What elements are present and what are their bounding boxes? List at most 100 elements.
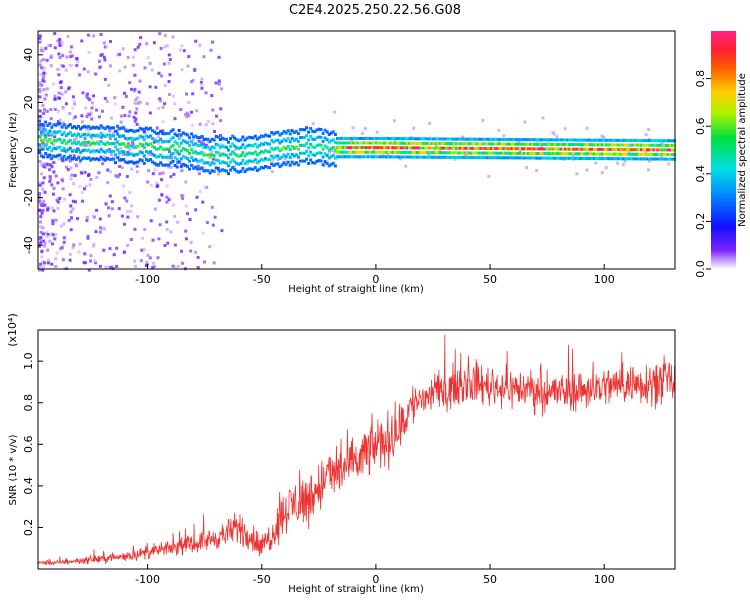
spectrogram-signal-cell xyxy=(87,156,91,160)
spectrogram-signal-cell xyxy=(631,148,635,152)
spectrogram-signal-cell xyxy=(403,155,407,159)
spectrogram-noise-cell xyxy=(38,160,42,163)
spectrogram-signal-cell xyxy=(375,137,378,140)
spectrogram-signal-cell xyxy=(662,148,666,152)
spectrogram-signal-cell xyxy=(576,138,580,142)
spectrogram-signal-cell xyxy=(385,155,389,159)
spectrogram-noise-cell xyxy=(65,165,68,169)
spectrogram-signal-cell xyxy=(286,145,290,148)
spectrogram-signal-cell xyxy=(434,155,438,159)
spectrogram-signal-cell xyxy=(617,157,621,161)
spectrogram-noise-cell xyxy=(113,102,117,106)
spectrogram-noise-cell xyxy=(211,157,215,161)
spectrogram-signal-cell xyxy=(216,159,220,163)
spectrogram-signal-cell xyxy=(251,167,255,171)
spectrogram-noise-cell xyxy=(148,61,152,65)
colorbar-ticks: 0.00.20.40.60.8 xyxy=(694,70,711,278)
spectrogram-noise-cell xyxy=(169,175,173,179)
spectrogram-signal-cell xyxy=(305,142,309,145)
spectrogram-signal-cell xyxy=(317,159,321,163)
spectrogram-noise-cell xyxy=(84,106,88,110)
spectrogram-signal-cell xyxy=(613,138,617,142)
spectrogram-noise-cell xyxy=(49,64,53,68)
spectrogram-signal-cell xyxy=(636,148,639,152)
spectrogram-signal-cell xyxy=(126,137,130,141)
spectrogram-signal-cell xyxy=(547,152,551,156)
spectrogram-signal-cell xyxy=(157,155,161,159)
spectrogram-signal-cell xyxy=(227,140,230,144)
spectrogram-noise-cell xyxy=(188,139,192,143)
spectrogram-signal-cell xyxy=(358,155,362,159)
spectrogram-signal-cell xyxy=(500,156,504,160)
spectrogram-noise-cell xyxy=(39,72,43,76)
spectrogram-noise-cell xyxy=(78,73,82,77)
spectrogram-signal-cell xyxy=(407,137,411,141)
spectrogram-signal-cell xyxy=(547,142,551,146)
spectrogram-noise-cell xyxy=(38,199,42,203)
spectrogram-noise-cell xyxy=(161,129,165,133)
spectrogram-signal-cell xyxy=(562,138,565,142)
spectrogram-noise-cell xyxy=(427,152,431,156)
spectrogram-noise-cell xyxy=(667,162,671,166)
spectrogram-signal-cell xyxy=(171,128,175,132)
spectrogram-noise-cell xyxy=(74,137,78,141)
spectrogram-signal-cell xyxy=(151,152,154,156)
spectrogram-signal-cell xyxy=(175,134,179,138)
spectrogram-noise-cell xyxy=(80,114,84,118)
spectrogram-signal-cell xyxy=(469,156,473,159)
spectrogram-signal-cell xyxy=(317,127,321,131)
spectrogram-noise-cell xyxy=(58,118,62,122)
spectrogram-signal-cell xyxy=(253,142,257,146)
spectrogram-signal-cell xyxy=(75,157,78,161)
spectrogram-noise-cell xyxy=(71,246,75,249)
spectrogram-noise-cell xyxy=(43,190,47,194)
spectrogram-signal-cell xyxy=(130,129,134,132)
spectrogram-noise-cell xyxy=(196,164,200,168)
spectrogram-noise-cell xyxy=(78,242,82,246)
spectrogram-signal-cell xyxy=(257,151,261,155)
spectrogram-signal-cell xyxy=(366,137,370,140)
spectrogram-signal-cell xyxy=(547,147,551,151)
spectrogram-signal-cell xyxy=(222,145,226,149)
spectrogram-signal-cell xyxy=(525,147,528,151)
spectrogram-signal-cell xyxy=(648,148,652,152)
spectrogram-signal-cell xyxy=(436,151,440,155)
spectrogram-signal-cell xyxy=(329,131,333,135)
spectrogram-signal-cell xyxy=(331,161,335,165)
spectrogram-signal-cell xyxy=(436,155,440,159)
spectrogram-signal-cell xyxy=(278,149,282,153)
spectrogram-signal-cell xyxy=(134,145,138,149)
spectrogram-signal-cell xyxy=(590,138,594,142)
spectrogram-noise-cell xyxy=(61,92,65,96)
spectrogram-noise-cell xyxy=(185,92,189,96)
spectrogram-signal-cell xyxy=(629,143,633,147)
spectrogram-noise-cell xyxy=(123,196,127,200)
spectrogram-signal-cell xyxy=(625,148,629,152)
spectrogram-signal-cell xyxy=(412,137,415,141)
spectrogram-signal-cell xyxy=(389,150,393,154)
spectrogram-signal-cell xyxy=(590,147,594,151)
spectrogram-signal-cell xyxy=(596,138,600,142)
spectrogram-signal-cell xyxy=(58,130,62,133)
spectrogram-signal-cell xyxy=(286,160,290,164)
spectrogram-signal-cell xyxy=(138,142,142,146)
spectrogram-signal-cell xyxy=(619,138,623,142)
spectrogram-signal-cell xyxy=(535,138,539,142)
spectrogram-noise-cell xyxy=(64,102,68,106)
spectrogram-noise-cell xyxy=(126,55,130,59)
spectrogram-signal-cell xyxy=(432,151,436,155)
spectrogram-signal-cell xyxy=(333,140,337,144)
spectrogram-signal-cell xyxy=(529,138,533,142)
spectrogram-noise-cell xyxy=(133,119,137,123)
spectrogram-signal-cell xyxy=(424,146,428,150)
spectrogram-signal-cell xyxy=(136,144,140,148)
spectrogram-signal-cell xyxy=(407,141,411,145)
spectrogram-signal-cell xyxy=(268,150,272,154)
spectrogram-signal-cell xyxy=(321,163,325,167)
spectrogram-signal-cell xyxy=(229,160,233,164)
spectrogram-noise-cell xyxy=(57,52,61,56)
spectrogram-signal-cell xyxy=(584,138,588,142)
spectrogram-signal-cell xyxy=(428,142,432,145)
spectrogram-signal-cell xyxy=(112,157,115,161)
spectrogram-signal-cell xyxy=(520,138,524,142)
